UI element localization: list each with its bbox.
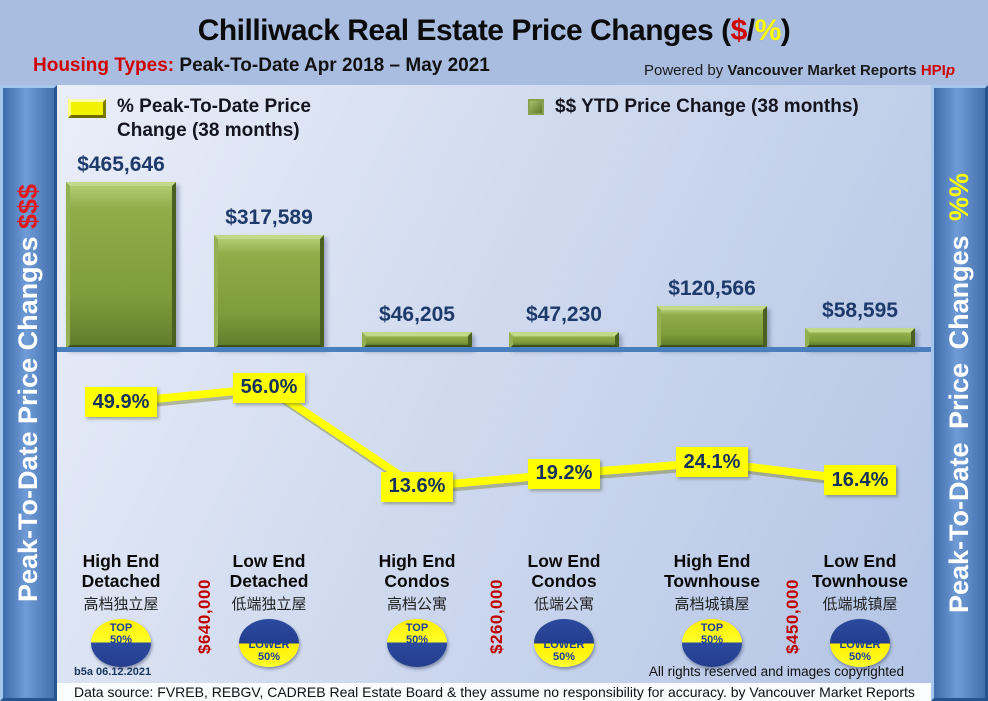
bar-column-high-end-detached: $465,646 bbox=[47, 153, 195, 349]
category-label-chinese: 低端公寓 bbox=[533, 596, 594, 614]
pct-point-label: 49.9% bbox=[85, 387, 157, 418]
legend-dollar-label: $$ YTD Price Change (38 months) bbox=[555, 96, 859, 117]
left-axis-dollar-symbols: $$$ bbox=[13, 183, 43, 229]
category-label: Low End Townhouse bbox=[812, 551, 908, 591]
subtitle-housing-types: Housing Types: bbox=[33, 55, 175, 76]
bar-value-label: $58,595 bbox=[822, 299, 898, 322]
right-axis-title: Peak-To-Date Price Changes %% bbox=[944, 173, 974, 613]
hpi-label: HPI bbox=[920, 62, 946, 79]
category-label-chinese: 低端城镇屋 bbox=[822, 596, 898, 614]
right-axis-banner: Peak-To-Date Price Changes %% bbox=[931, 85, 988, 701]
bar-column-low-end-townhouse: $58,595 bbox=[786, 299, 934, 349]
benchmark-price-detached: $640,000 bbox=[195, 579, 214, 655]
category-low-end-detached: Low End Detached 低端独立屋 LOWER 50% bbox=[195, 551, 343, 668]
category-label: Low End Detached bbox=[229, 551, 309, 591]
version-stamp: b5a 06.12.2021 bbox=[74, 666, 152, 678]
pct-point-label: 56.0% bbox=[233, 372, 305, 403]
category-low-end-condos: Low End Condos 低端公寓 LOWER 50% bbox=[490, 551, 638, 668]
legend-pct-series: % Peak-To-Date Price Change (38 months) bbox=[68, 95, 311, 143]
legend-dollar-swatch-icon bbox=[528, 99, 544, 115]
pct-point-label: 16.4% bbox=[824, 465, 896, 496]
category-label-chinese: 高档城镇屋 bbox=[674, 596, 750, 614]
benchmark-price-townhouse: $450,000 bbox=[783, 579, 802, 655]
top-50-badge: TOP 50% bbox=[682, 619, 742, 668]
pct-point-label: 19.2% bbox=[528, 458, 600, 489]
category-label: High End Condos bbox=[378, 551, 456, 591]
title-percent-sign: % bbox=[754, 14, 782, 47]
bar-value-label: $46,205 bbox=[379, 303, 455, 326]
category-label: Low End Condos bbox=[527, 551, 601, 591]
bar-low-end-detached bbox=[214, 235, 324, 349]
legend-pct-label: % Peak-To-Date Price Change (38 months) bbox=[117, 96, 311, 141]
top-50-badge: TOP 50% bbox=[91, 619, 151, 668]
data-source-text: Data source: FVREB, REBGV, CADREB Real E… bbox=[74, 684, 915, 700]
legend-pct-swatch-icon bbox=[68, 99, 106, 118]
page-title: Chilliwack Real Estate Price Changes ($/… bbox=[197, 14, 791, 47]
bar-column-low-end-condos: $47,230 bbox=[490, 303, 638, 349]
bar-value-label: $465,646 bbox=[77, 153, 165, 176]
bar-high-end-detached bbox=[66, 182, 176, 349]
category-high-end-townhouse: High End Townhouse 高档城镇屋 TOP 50% bbox=[638, 551, 786, 668]
legend-dollar-series: $$ YTD Price Change (38 months) bbox=[528, 95, 859, 119]
bar-value-label: $317,589 bbox=[225, 206, 313, 229]
left-axis-banner: Peak-To-Date Price Changes $$$ bbox=[0, 85, 57, 701]
category-label: High End Townhouse bbox=[664, 551, 760, 591]
powered-by: Powered by Vancouver Market Reports HPIp bbox=[644, 62, 955, 79]
category-label-chinese: 高档独立屋 bbox=[83, 596, 159, 614]
category-label-chinese: 高档公寓 bbox=[386, 596, 447, 614]
title-dollar-sign: $ bbox=[730, 14, 748, 47]
pct-point-label: 13.6% bbox=[381, 471, 453, 502]
bar-value-label: $120,566 bbox=[668, 277, 756, 300]
pct-point-label: 24.1% bbox=[676, 447, 748, 478]
brand-name: Vancouver Market Reports bbox=[727, 62, 917, 79]
lower-50-badge: LOWER 50% bbox=[830, 619, 890, 668]
bar-column-high-end-condos: $46,205 bbox=[343, 303, 491, 349]
copyright-notice: All rights reserved and images copyright… bbox=[648, 664, 904, 679]
category-high-end-condos: High End Condos 高档公寓 TOP 50% bbox=[343, 551, 491, 668]
data-source-strip: Data source: FVREB, REBGV, CADREB Real E… bbox=[57, 683, 931, 701]
category-label: High End Detached bbox=[81, 551, 161, 591]
category-label-chinese: 低端独立屋 bbox=[231, 596, 307, 614]
lower-50-badge: LOWER 50% bbox=[239, 619, 299, 668]
bar-column-high-end-townhouse: $120,566 bbox=[638, 277, 786, 349]
lower-50-badge: LOWER 50% bbox=[534, 619, 594, 668]
subtitle: Housing Types: Peak-To-Date Apr 2018 – M… bbox=[33, 55, 490, 76]
x-axis-baseline bbox=[57, 347, 931, 352]
bar-column-low-end-detached: $317,589 bbox=[195, 206, 343, 349]
bar-high-end-townhouse bbox=[657, 306, 767, 349]
category-low-end-townhouse: Low End Townhouse 低端城镇屋 LOWER 50% bbox=[786, 551, 934, 668]
bar-low-end-townhouse bbox=[805, 328, 915, 349]
category-high-end-detached: High End Detached 高档独立屋 TOP 50% bbox=[47, 551, 195, 668]
bar-value-label: $47,230 bbox=[526, 303, 602, 326]
top-50-badge: TOP 50% bbox=[387, 619, 447, 668]
right-axis-percent-symbols: %% bbox=[944, 173, 974, 222]
benchmark-price-condos: $260,000 bbox=[487, 579, 506, 655]
